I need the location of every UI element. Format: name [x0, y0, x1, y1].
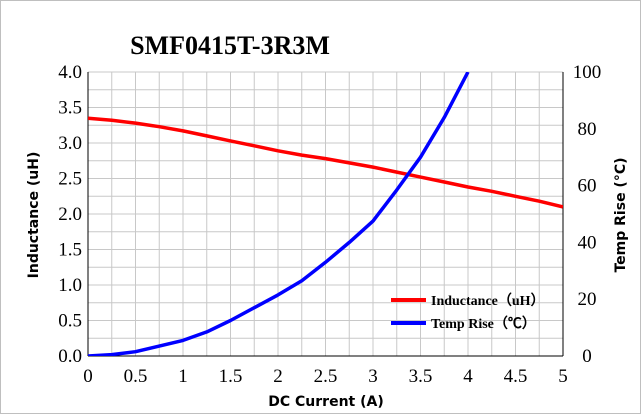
- legend: Inductance（uH） Temp Rise（℃）: [391, 293, 545, 332]
- y-tick-label: 0.0: [58, 346, 82, 367]
- y-axis-label: Inductance (uH): [26, 152, 42, 279]
- y2-tick-label: 20: [578, 289, 597, 310]
- y-tick-label: 3.5: [58, 98, 82, 119]
- y-tick-label: 1.0: [58, 275, 82, 296]
- y-tick-label: 2.0: [58, 204, 82, 225]
- x-tick-label: 1.5: [219, 366, 243, 387]
- y2-tick-label: 60: [578, 176, 597, 197]
- chart-title: SMF0415T-3R3M: [130, 31, 330, 60]
- inductance-line: [88, 116, 563, 209]
- y2-tick-label: 100: [573, 62, 602, 83]
- y-tick-label: 2.5: [58, 169, 82, 190]
- x-tick-label: 2: [273, 366, 283, 387]
- x-tick-label: 3.5: [409, 366, 433, 387]
- x-axis-label: DC Current (A): [268, 394, 383, 410]
- legend-label: Temp Rise（℃）: [431, 316, 536, 332]
- grid: [87, 71, 564, 357]
- x-tick-label: 4: [463, 366, 473, 387]
- x-tick-label: 0.5: [124, 366, 148, 387]
- x-tick-label: 3: [368, 366, 378, 387]
- x-tick-label: 0: [83, 366, 93, 387]
- y-tick-label: 3.0: [58, 133, 82, 154]
- temp-rise-line: [88, 72, 470, 356]
- y2-tick-label: 0: [582, 346, 592, 367]
- x-tick-label: 4.5: [504, 366, 528, 387]
- y2-axis-label: Temp Rise (°C): [613, 157, 629, 272]
- legend-label: Inductance（uH）: [431, 293, 545, 309]
- y2-tick-label: 40: [578, 232, 597, 253]
- y-tick-label: 1.5: [58, 240, 82, 261]
- y-tick-label: 0.5: [58, 311, 82, 332]
- x-tick-label: 5: [558, 366, 568, 387]
- series: [88, 72, 563, 356]
- y-tick-label: 4.0: [58, 62, 82, 83]
- x-tick-label: 1: [178, 366, 188, 387]
- x-tick-label: 2.5: [314, 366, 338, 387]
- tick-labels: 0 0.5 1 1.5 2 2.5 3 3.5 4 4.5 5 0.0 0.5 1.0 1.5 2.0 2.5 3…: [58, 62, 601, 387]
- y2-tick-label: 80: [578, 119, 597, 140]
